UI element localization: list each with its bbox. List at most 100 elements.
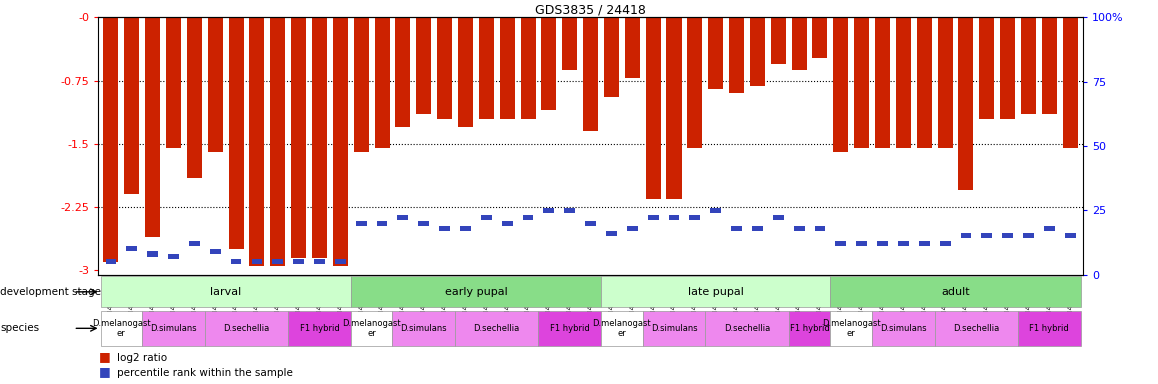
Bar xyxy=(939,241,951,246)
Bar xyxy=(646,17,661,199)
Bar xyxy=(585,220,596,226)
Text: D.melanogast
er: D.melanogast er xyxy=(593,319,651,338)
Bar xyxy=(855,17,870,148)
Title: GDS3835 / 24418: GDS3835 / 24418 xyxy=(535,3,646,16)
FancyBboxPatch shape xyxy=(538,311,601,346)
Bar xyxy=(980,17,995,119)
Bar xyxy=(813,17,828,58)
Bar xyxy=(814,226,826,231)
Bar xyxy=(395,17,410,127)
Bar xyxy=(667,17,682,199)
Text: log2 ratio: log2 ratio xyxy=(117,353,167,363)
Bar xyxy=(960,233,972,238)
Bar xyxy=(564,208,576,213)
Text: D.sechellia: D.sechellia xyxy=(724,324,770,333)
Bar xyxy=(604,17,618,98)
Text: D.simulans: D.simulans xyxy=(151,324,197,333)
Bar xyxy=(668,215,680,220)
FancyBboxPatch shape xyxy=(288,311,351,346)
Text: D.melanogast
er: D.melanogast er xyxy=(822,319,880,338)
Bar xyxy=(1021,17,1036,114)
Bar xyxy=(439,226,450,231)
Text: D.simulans: D.simulans xyxy=(401,324,447,333)
Text: species: species xyxy=(0,323,39,333)
FancyBboxPatch shape xyxy=(643,311,705,346)
Bar xyxy=(626,226,638,231)
FancyBboxPatch shape xyxy=(455,311,538,346)
Bar xyxy=(481,215,492,220)
Bar xyxy=(647,215,659,220)
Text: adult: adult xyxy=(941,287,970,297)
Bar xyxy=(1063,17,1078,148)
Bar xyxy=(332,17,347,266)
Text: D.sechellia: D.sechellia xyxy=(223,324,270,333)
Text: D.simulans: D.simulans xyxy=(651,324,697,333)
Bar xyxy=(543,208,555,213)
Bar xyxy=(374,17,389,148)
Bar xyxy=(460,226,471,231)
Text: D.melanogast
er: D.melanogast er xyxy=(343,319,401,338)
Bar xyxy=(730,17,745,93)
Bar xyxy=(606,231,617,236)
Bar xyxy=(1003,233,1013,238)
Bar xyxy=(750,17,765,86)
Bar xyxy=(584,17,598,131)
Bar xyxy=(356,220,367,226)
Text: F1 hybrid: F1 hybrid xyxy=(300,324,339,333)
Bar xyxy=(792,17,807,70)
Text: early pupal: early pupal xyxy=(445,287,507,297)
Bar xyxy=(376,220,388,226)
Bar xyxy=(897,241,909,246)
FancyBboxPatch shape xyxy=(1018,311,1080,346)
Bar xyxy=(689,215,701,220)
Bar xyxy=(312,17,327,258)
Text: development stage: development stage xyxy=(0,287,101,297)
Text: F1 hybrid: F1 hybrid xyxy=(790,324,829,333)
Bar xyxy=(126,246,137,252)
Text: ■: ■ xyxy=(98,350,110,363)
FancyBboxPatch shape xyxy=(872,311,935,346)
Text: larval: larval xyxy=(210,287,241,297)
Text: D.melanogast
er: D.melanogast er xyxy=(91,319,151,338)
Bar xyxy=(418,220,430,226)
Bar xyxy=(103,17,118,262)
Bar xyxy=(959,17,974,190)
Text: percentile rank within the sample: percentile rank within the sample xyxy=(117,368,293,378)
Bar xyxy=(1045,226,1055,231)
Bar xyxy=(105,259,116,264)
Bar xyxy=(625,17,639,78)
FancyBboxPatch shape xyxy=(601,311,643,346)
Bar xyxy=(189,241,200,246)
Bar xyxy=(752,226,763,231)
Bar xyxy=(249,17,264,266)
Bar xyxy=(541,17,556,110)
Bar xyxy=(896,17,911,148)
Bar xyxy=(166,17,181,148)
Bar xyxy=(981,233,992,238)
FancyBboxPatch shape xyxy=(351,311,393,346)
Bar xyxy=(353,17,368,152)
Bar xyxy=(147,252,157,257)
Text: F1 hybrid: F1 hybrid xyxy=(550,324,589,333)
Bar xyxy=(771,17,786,64)
Bar xyxy=(1042,17,1057,114)
Bar xyxy=(186,17,201,177)
FancyBboxPatch shape xyxy=(830,276,1080,307)
Bar xyxy=(1024,233,1034,238)
Bar xyxy=(688,17,703,148)
Bar xyxy=(251,259,263,264)
FancyBboxPatch shape xyxy=(351,276,601,307)
FancyBboxPatch shape xyxy=(101,311,142,346)
Bar xyxy=(437,17,452,119)
Bar xyxy=(335,259,346,264)
Bar xyxy=(563,17,577,70)
Bar xyxy=(397,215,409,220)
Bar xyxy=(145,17,160,237)
Bar xyxy=(709,17,724,89)
Bar xyxy=(168,254,178,259)
FancyBboxPatch shape xyxy=(142,311,205,346)
Bar xyxy=(875,17,891,148)
Bar xyxy=(230,259,242,264)
Text: ■: ■ xyxy=(98,365,110,378)
Bar xyxy=(856,241,867,246)
